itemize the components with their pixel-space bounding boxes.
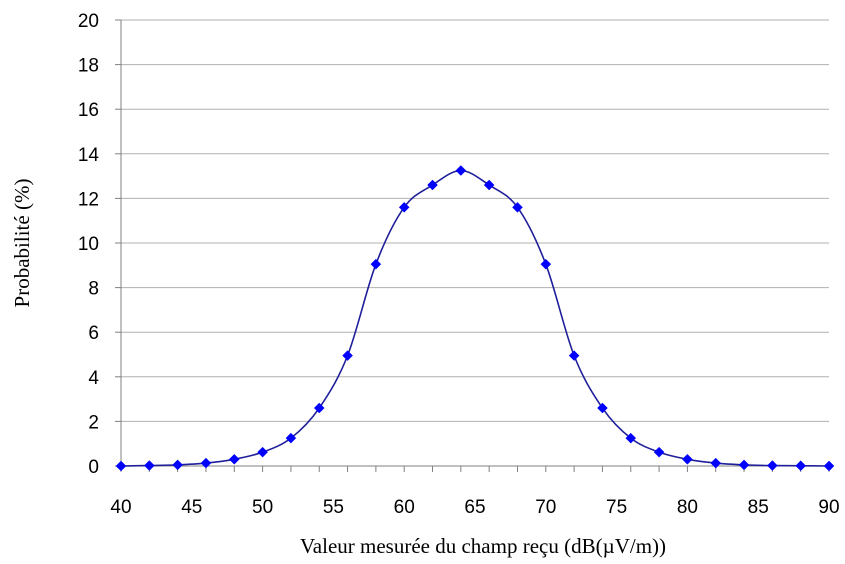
data-point (455, 165, 467, 176)
data-point (710, 457, 722, 469)
x-tick-label: 55 (323, 497, 344, 518)
y-tick-label: 12 (78, 189, 99, 210)
data-point (370, 258, 382, 270)
x-tick-label: 45 (181, 497, 202, 518)
y-tick-label: 2 (88, 412, 99, 433)
x-tick-label: 50 (252, 497, 273, 518)
y-tick-label: 8 (88, 279, 99, 300)
data-point (682, 453, 693, 465)
y-axis-title: Probabilité (%) (10, 179, 34, 308)
x-tick-labels: 40 45 50 55 60 65 70 75 80 85 90 (110, 497, 839, 518)
y-tick-label: 4 (88, 368, 99, 389)
x-tick-label: 85 (748, 497, 769, 518)
data-point (228, 453, 240, 465)
x-tick-label: 60 (394, 497, 415, 518)
y-tick-label: 6 (88, 323, 99, 344)
y-tick-label: 0 (88, 457, 99, 478)
data-point (427, 179, 438, 191)
data-point (540, 258, 552, 270)
data-point (795, 460, 807, 472)
data-point (313, 402, 325, 414)
y-tick-labels: 0 2 4 6 8 10 12 14 16 18 20 (78, 11, 100, 478)
y-tick-label: 16 (78, 100, 99, 121)
data-point (767, 460, 778, 471)
data-point (172, 459, 183, 471)
data-point (115, 460, 127, 472)
data-point (512, 201, 523, 213)
gridlines (121, 19, 829, 422)
x-axis-title: Valeur mesurée du champ reçu (dB(µV/m)) (300, 534, 666, 558)
data-point (398, 201, 410, 213)
x-tick-label: 80 (677, 497, 698, 518)
data-point (285, 432, 297, 444)
y-tick-label: 18 (78, 56, 99, 77)
data-point (483, 179, 495, 191)
series (115, 165, 835, 472)
x-tick-label: 70 (535, 497, 556, 518)
data-point (143, 460, 155, 471)
axes (115, 19, 830, 472)
data-point (653, 446, 665, 458)
data-point (257, 446, 268, 458)
data-point (823, 460, 835, 472)
y-tick-label: 14 (78, 145, 100, 166)
data-point (738, 459, 750, 471)
data-point (625, 432, 637, 444)
x-tick-label: 90 (818, 497, 839, 518)
y-tick-label: 20 (78, 11, 99, 32)
data-point (568, 350, 580, 361)
x-tick-label: 65 (464, 497, 485, 518)
y-tick-label: 10 (78, 234, 99, 255)
x-tick-label: 40 (110, 497, 131, 518)
x-tick-label: 75 (606, 497, 627, 518)
data-point (200, 457, 212, 469)
data-point (342, 350, 353, 361)
data-point (597, 402, 608, 414)
